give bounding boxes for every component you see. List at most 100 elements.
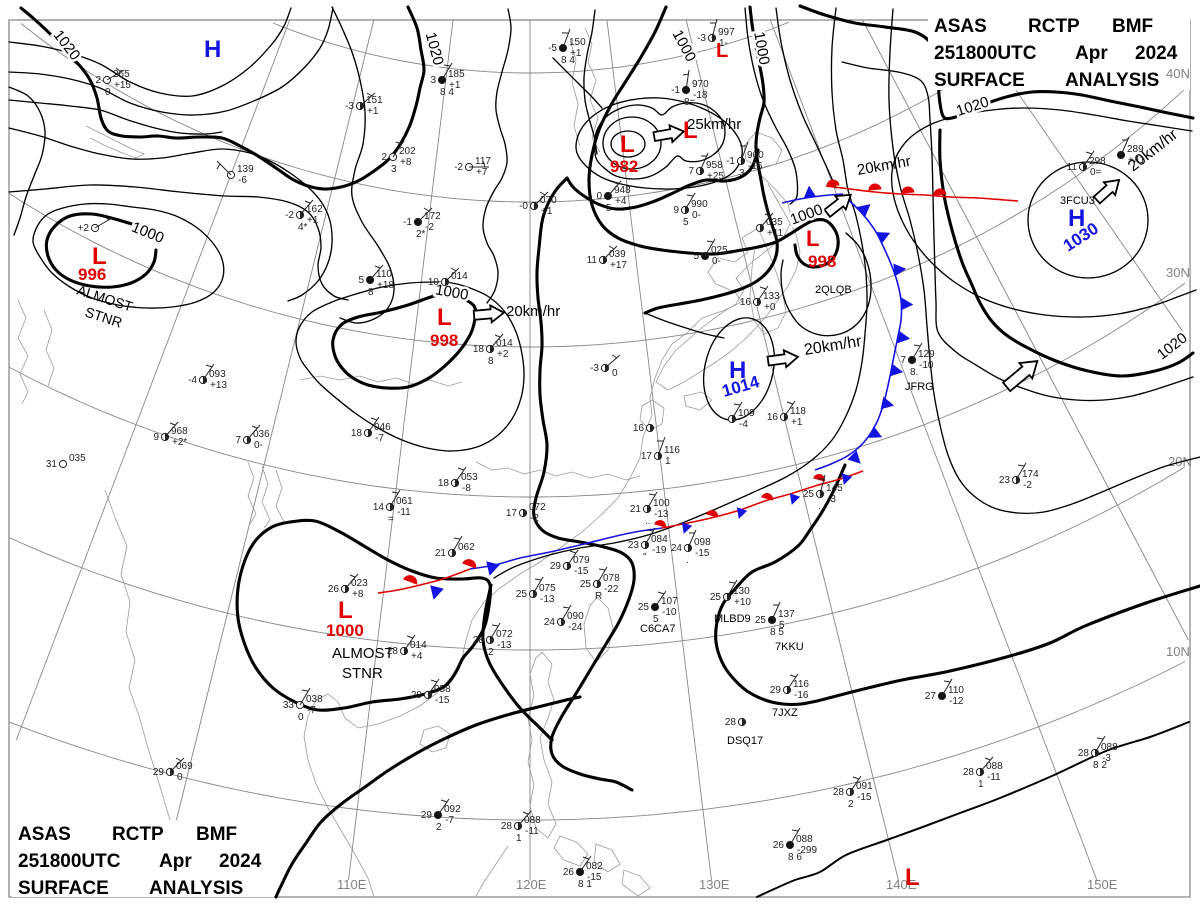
svg-text:8 4: 8 4 xyxy=(561,55,575,66)
svg-text:+25: +25 xyxy=(707,171,724,182)
svg-text:072: 072 xyxy=(496,629,513,640)
svg-text:-11: -11 xyxy=(397,507,411,518)
svg-text:-7: -7 xyxy=(307,705,316,716)
svg-text:L: L xyxy=(683,117,698,144)
svg-text:8 6: 8 6 xyxy=(788,852,802,863)
svg-text:069: 069 xyxy=(176,761,193,772)
svg-text:30N: 30N xyxy=(1166,265,1190,280)
svg-text:-7: -7 xyxy=(445,815,454,826)
svg-text:7: 7 xyxy=(235,435,241,446)
svg-text:958: 958 xyxy=(706,160,723,171)
svg-text:18: 18 xyxy=(473,344,485,355)
svg-text:24: 24 xyxy=(671,543,683,554)
svg-text:1000: 1000 xyxy=(434,281,470,304)
svg-text:+8: +8 xyxy=(400,157,412,168)
svg-text:18: 18 xyxy=(438,478,450,489)
svg-text:2: 2 xyxy=(381,152,387,163)
svg-text:2: 2 xyxy=(848,799,854,810)
svg-text:+10: +10 xyxy=(734,597,751,608)
svg-text:+18: +18 xyxy=(377,280,394,291)
svg-text:8 1: 8 1 xyxy=(578,879,592,890)
svg-text:0-: 0- xyxy=(254,440,263,451)
svg-text:107: 107 xyxy=(661,596,678,607)
svg-text:140E: 140E xyxy=(886,877,917,892)
svg-text:100: 100 xyxy=(653,498,670,509)
svg-text:061: 061 xyxy=(396,496,413,507)
svg-text:092: 092 xyxy=(444,804,461,815)
svg-text:-15: -15 xyxy=(857,792,872,803)
svg-text:-8: -8 xyxy=(462,483,471,494)
svg-text:265: 265 xyxy=(113,69,130,80)
svg-text:+7: +7 xyxy=(476,167,488,178)
svg-text:998: 998 xyxy=(430,331,458,350)
svg-text:109: 109 xyxy=(738,408,755,419)
svg-text:162: 162 xyxy=(306,204,323,215)
svg-text:079: 079 xyxy=(573,555,590,566)
svg-text:014: 014 xyxy=(451,271,468,282)
svg-text:2: 2 xyxy=(436,822,442,833)
svg-text:7: 7 xyxy=(688,166,694,177)
svg-text:1000: 1000 xyxy=(750,30,773,66)
svg-text:014: 014 xyxy=(496,338,513,349)
svg-text:ANALYSIS: ANALYSIS xyxy=(149,878,243,899)
svg-text:1: 1 xyxy=(516,833,522,844)
svg-text:16: 16 xyxy=(740,297,752,308)
svg-text:137: 137 xyxy=(778,609,795,620)
svg-text:25: 25 xyxy=(638,602,650,613)
svg-text:+11: +11 xyxy=(767,228,784,239)
svg-text:998: 998 xyxy=(808,252,836,271)
svg-text:25: 25 xyxy=(516,589,528,600)
svg-text:8: 8 xyxy=(488,356,494,367)
svg-text:118: 118 xyxy=(790,406,806,417)
svg-text:-4: -4 xyxy=(188,375,197,386)
svg-text:+1: +1 xyxy=(570,48,582,59)
svg-text:070: 070 xyxy=(540,195,557,206)
svg-text:+13: +13 xyxy=(210,380,227,391)
svg-text:4*: 4* xyxy=(298,222,308,233)
svg-text:1000: 1000 xyxy=(326,621,364,640)
svg-text:058: 058 xyxy=(434,684,451,695)
svg-text:7JXZ: 7JXZ xyxy=(772,707,798,719)
svg-text:-15: -15 xyxy=(695,548,710,559)
svg-text:21: 21 xyxy=(630,504,642,515)
svg-text:14: 14 xyxy=(373,502,385,513)
svg-text:29: 29 xyxy=(421,810,433,821)
svg-text:+1: +1 xyxy=(307,215,319,226)
svg-text:2024: 2024 xyxy=(1135,43,1178,64)
svg-text:150: 150 xyxy=(569,37,586,48)
svg-text:5: 5 xyxy=(606,203,612,214)
svg-text:2024: 2024 xyxy=(219,851,262,872)
svg-text:9: 9 xyxy=(153,432,159,443)
svg-text:+41: +41 xyxy=(1128,155,1145,166)
svg-text:289: 289 xyxy=(1127,144,1144,155)
svg-text:+4: +4 xyxy=(411,651,423,662)
svg-text:25: 25 xyxy=(803,489,815,500)
svg-text:L: L xyxy=(806,226,819,251)
svg-text:116: 116 xyxy=(664,445,680,456)
svg-text:145: 145 xyxy=(826,483,843,494)
svg-text:28: 28 xyxy=(1078,748,1090,759)
svg-text:Apr: Apr xyxy=(159,851,192,872)
svg-text:8: 8 xyxy=(368,287,374,298)
svg-text:9: 9 xyxy=(673,205,679,216)
svg-text:SURFACE: SURFACE xyxy=(18,878,109,899)
svg-text:1: 1 xyxy=(978,779,984,790)
svg-text:0-: 0- xyxy=(692,210,701,221)
svg-text:.: . xyxy=(686,555,689,566)
svg-text:10N: 10N xyxy=(1166,644,1190,659)
svg-text:31: 31 xyxy=(46,459,58,470)
svg-text:035: 035 xyxy=(69,453,86,464)
svg-text:28: 28 xyxy=(725,717,737,728)
svg-text:BMF: BMF xyxy=(1112,16,1153,37)
svg-text:-13: -13 xyxy=(654,509,669,520)
svg-text:-11: -11 xyxy=(525,826,539,837)
svg-text:29: 29 xyxy=(153,767,165,778)
svg-text:093: 093 xyxy=(209,369,226,380)
svg-text:-18: -18 xyxy=(693,90,708,101)
svg-text:SURFACE: SURFACE xyxy=(934,70,1025,91)
svg-text:+2: +2 xyxy=(78,223,90,234)
svg-text:Apr: Apr xyxy=(1075,43,1108,64)
svg-text:25km/hr: 25km/hr xyxy=(687,116,741,133)
svg-text:L: L xyxy=(620,131,635,158)
svg-text:L: L xyxy=(92,243,107,270)
